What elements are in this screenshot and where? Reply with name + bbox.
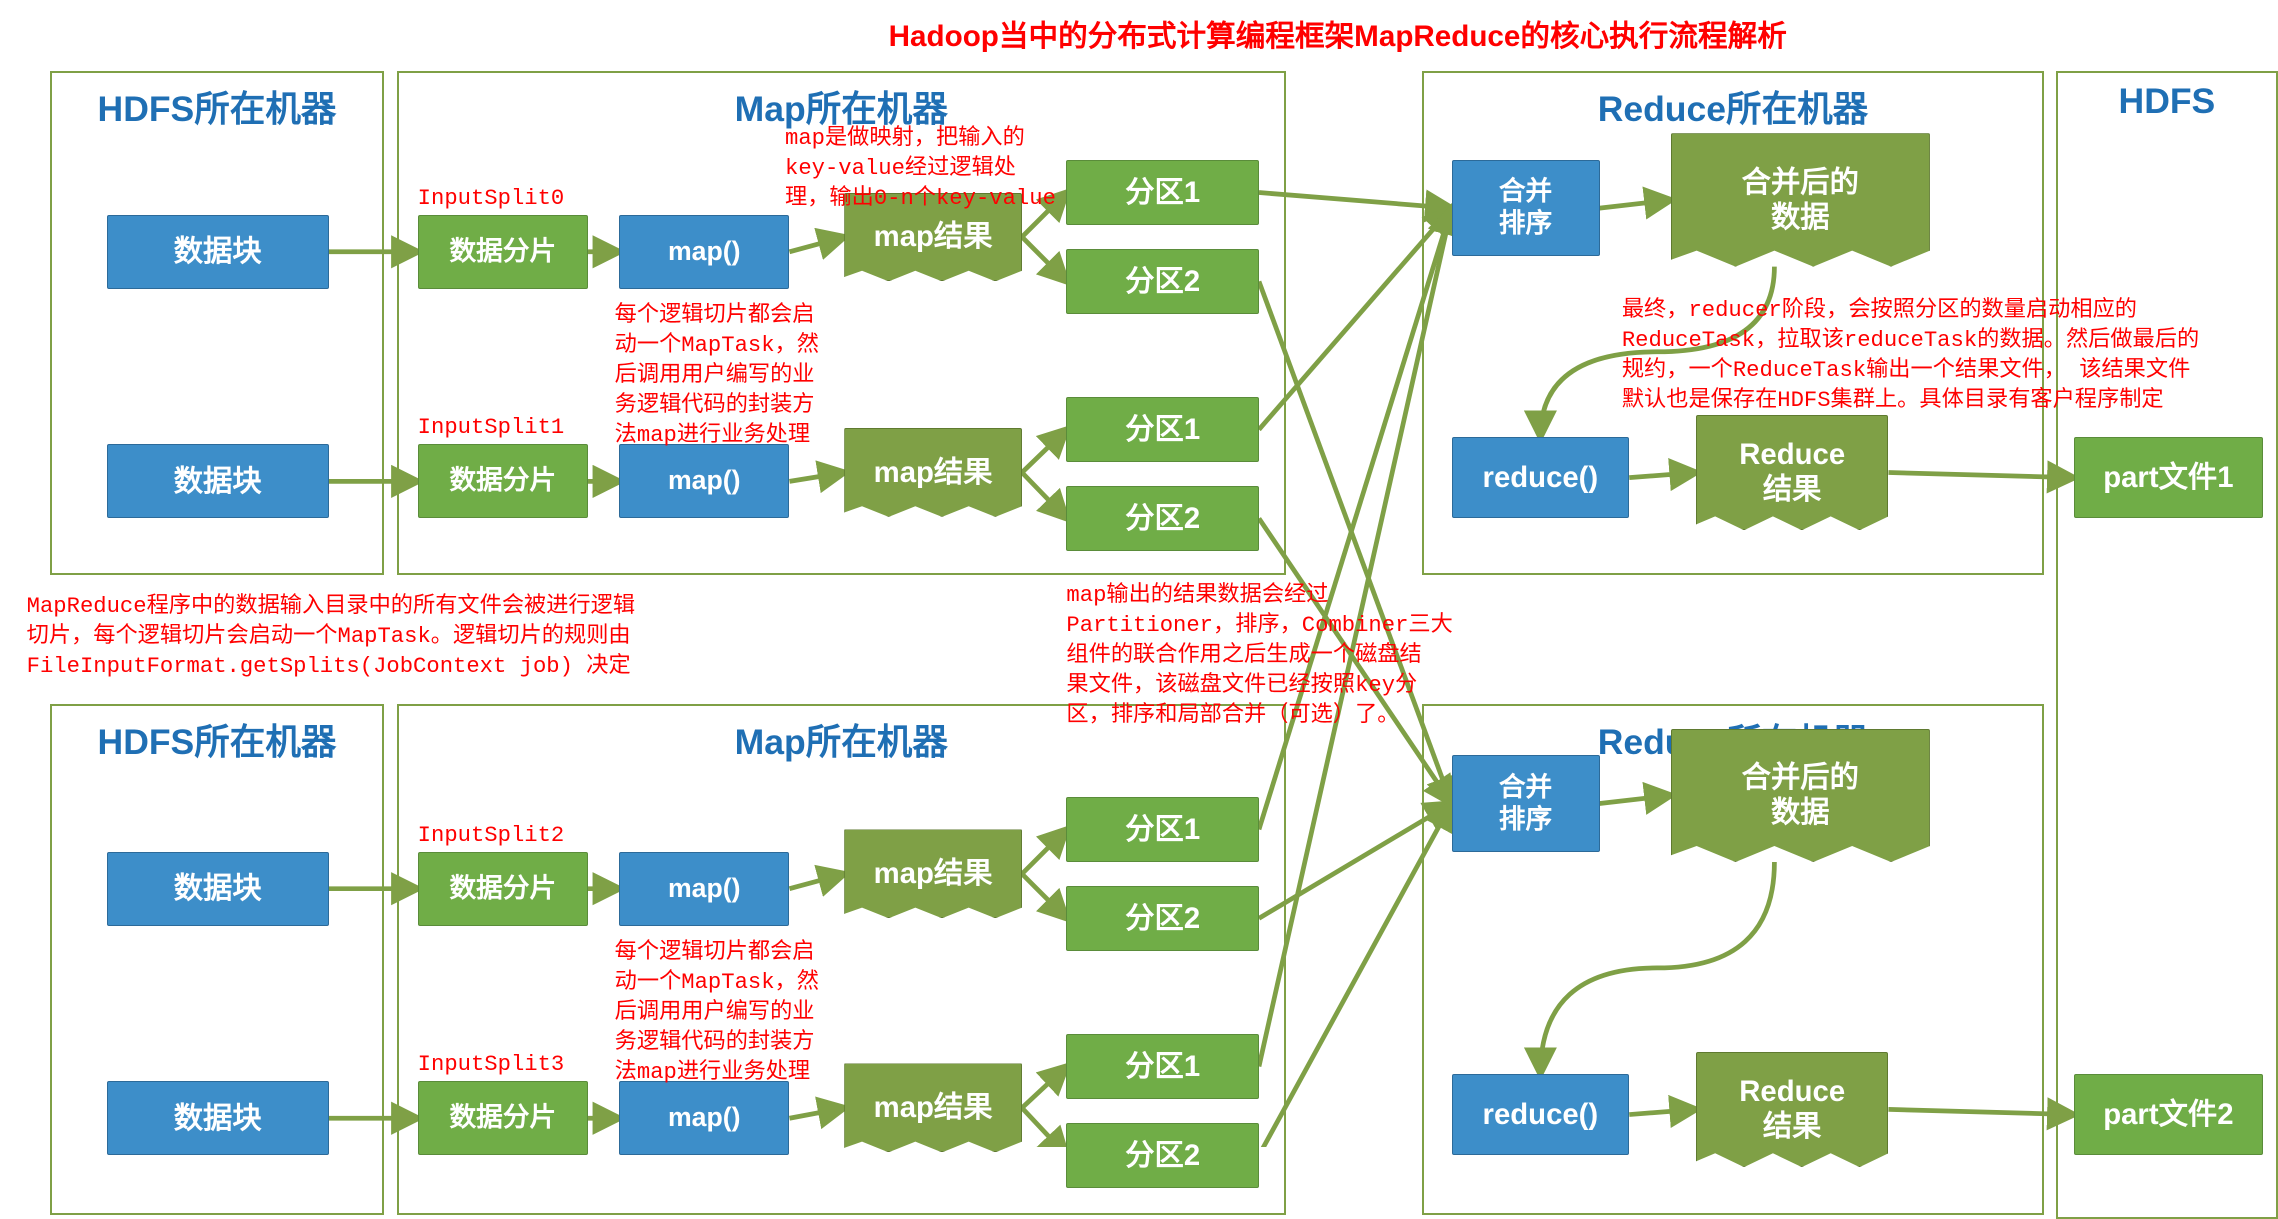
panel-hdfs-right: HDFS (2056, 71, 2278, 1219)
node-p4b: 分区2 (1066, 1123, 1259, 1188)
node-reduce2: reduce() (1452, 1074, 1630, 1155)
panel-title: HDFS (2058, 81, 2276, 122)
node-p1b: 分区2 (1066, 249, 1259, 314)
node-res4: map结果 (844, 1063, 1022, 1152)
node-sp2: 数据分片 (418, 444, 588, 518)
note-is0: InputSplit0 (418, 184, 565, 214)
note-part: map输出的结果数据会经过 Partitioner，排序，Combiner三大 … (1066, 581, 1452, 731)
node-map2: map() (619, 444, 789, 518)
node-part1: part文件1 (2074, 437, 2264, 518)
node-sp4: 数据分片 (418, 1081, 588, 1155)
node-merge2: 合并 排序 (1452, 755, 1600, 851)
node-p4a: 分区1 (1066, 1034, 1259, 1099)
note-is3: InputSplit3 (418, 1050, 565, 1080)
node-map1: map() (619, 215, 789, 289)
node-mdata1: 合并后的 数据 (1671, 133, 1930, 266)
page-title: Hadoop当中的分布式计算编程框架MapReduce的核心执行流程解析 (889, 12, 1787, 55)
node-p2a: 分区1 (1066, 397, 1259, 462)
node-res2: map结果 (844, 428, 1022, 517)
node-rres2: Reduce 结果 (1696, 1052, 1889, 1168)
node-merge1: 合并 排序 (1452, 160, 1600, 256)
node-reduce1: reduce() (1452, 437, 1630, 518)
node-p3a: 分区1 (1066, 797, 1259, 862)
note-reduce: 最终，reducer阶段，会按照分区的数量启动相应的 ReduceTask，拉取… (1622, 296, 2199, 416)
node-db3: 数据块 (107, 852, 329, 926)
panel-title: Reduce所在机器 (1424, 81, 2042, 132)
node-map3: map() (619, 852, 789, 926)
note-task1: 每个逻辑切片都会启 动一个MapTask，然 后调用用户编写的业 务逻辑代码的封… (615, 301, 819, 451)
node-mdata2: 合并后的 数据 (1671, 729, 1930, 862)
note-is1: InputSplit1 (418, 413, 565, 443)
panel-title: HDFS所在机器 (52, 81, 381, 132)
note-split: MapReduce程序中的数据输入目录中的所有文件会被进行逻辑 切片，每个逻辑切… (27, 592, 635, 682)
node-part2: part文件2 (2074, 1074, 2264, 1155)
panel-title: HDFS所在机器 (52, 714, 381, 765)
node-p3b: 分区2 (1066, 886, 1259, 951)
node-db1: 数据块 (107, 215, 329, 289)
note-map-desc: map是做映射，把输入的 key-value经过逻辑处 理，输出0-n个key-… (785, 124, 1056, 214)
node-db2: 数据块 (107, 444, 329, 518)
node-res3: map结果 (844, 829, 1022, 918)
note-is2: InputSplit2 (418, 821, 565, 851)
node-rres1: Reduce 结果 (1696, 415, 1889, 531)
node-sp3: 数据分片 (418, 852, 588, 926)
node-p2b: 分区2 (1066, 486, 1259, 551)
node-sp1: 数据分片 (418, 215, 588, 289)
node-p1a: 分区1 (1066, 160, 1259, 225)
node-map4: map() (619, 1081, 789, 1155)
note-task2: 每个逻辑切片都会启 动一个MapTask，然 后调用用户编写的业 务逻辑代码的封… (615, 938, 819, 1088)
node-db4: 数据块 (107, 1081, 329, 1155)
